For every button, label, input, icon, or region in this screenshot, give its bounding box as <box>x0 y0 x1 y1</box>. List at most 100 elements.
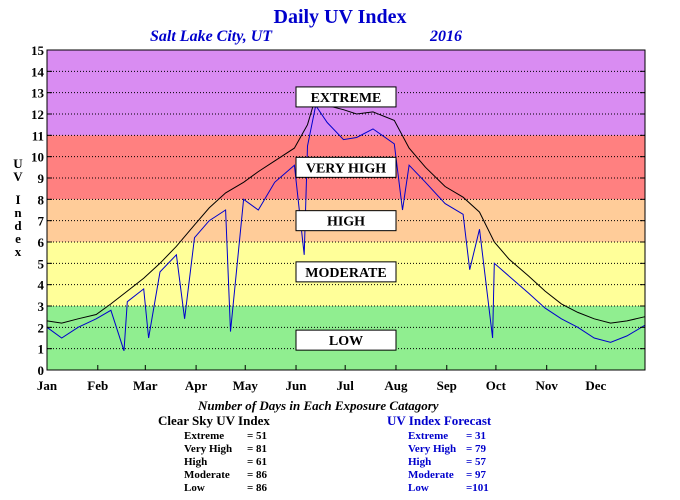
chart-subtitle-year: 2016 <box>429 28 462 45</box>
uv-series <box>46 96 646 351</box>
forecast-row: High <box>408 456 431 468</box>
clear-sky-row: Low <box>184 482 205 494</box>
y-tick-label: 8 <box>38 192 45 207</box>
band-label-text: VERY HIGH <box>306 161 386 176</box>
plot-frame <box>46 49 646 371</box>
forecast-value: =101 <box>466 482 489 494</box>
clear-sky-value: = 61 <box>247 456 267 468</box>
forecast-row: Very High <box>408 443 456 455</box>
x-tick-label: Feb <box>87 378 108 393</box>
band-labels: EXTREME VERY HIGH HIGH MODERATE LOW <box>295 86 397 351</box>
band-label: LOW <box>295 329 397 351</box>
x-tick-label: Jan <box>37 378 58 393</box>
band-label-text: EXTREME <box>311 91 382 106</box>
y-tick-label: 3 <box>38 299 45 314</box>
y-label-char: V <box>13 169 23 184</box>
x-tick-label: Sep <box>437 378 457 393</box>
band-label: VERY HIGH <box>295 156 397 178</box>
forecast-value: = 97 <box>466 469 486 481</box>
clear-sky-title: Clear Sky UV Index <box>158 413 270 428</box>
forecast-value: = 57 <box>466 456 486 468</box>
stat-value: = 86 <box>247 469 268 481</box>
y-tick-label: 6 <box>38 235 45 250</box>
x-tick-label: Nov <box>536 378 559 393</box>
band-label: HIGH <box>295 210 397 232</box>
y-tick-label: 14 <box>31 64 45 79</box>
stat-label: High <box>184 456 208 468</box>
chart-subtitle-location: Salt Lake City, UT <box>150 28 273 45</box>
stat-label: Very High <box>408 443 457 455</box>
y-label-char: I <box>15 192 20 207</box>
y-tick-label: 1 <box>38 342 45 357</box>
band-label-text: HIGH <box>327 215 365 230</box>
stat-label: Moderate <box>184 469 230 481</box>
forecast-line <box>46 104 646 351</box>
y-label-char: d <box>14 218 22 233</box>
y-tick-label: 5 <box>38 256 45 271</box>
x-tick-label: May <box>233 378 259 393</box>
x-tick-label: Apr <box>185 378 208 393</box>
y-tick-label: 7 <box>38 214 45 229</box>
forecast-value: = 31 <box>466 430 486 442</box>
y-tick-label: 11 <box>32 128 44 143</box>
y-tick-label: 4 <box>38 278 45 293</box>
stat-value: =101 <box>466 482 489 494</box>
y-tick-label: 13 <box>31 86 45 101</box>
stat-value: = 31 <box>466 430 487 442</box>
clear-sky-row: Very High <box>184 443 232 455</box>
uv-chart: Daily UV Index Salt Lake City, UT 2016 E… <box>13 6 646 393</box>
stat-label: Low <box>408 482 429 494</box>
stat-value: = 61 <box>247 456 268 468</box>
x-tick-label: Mar <box>133 378 158 393</box>
x-axis-ticks: Jan Feb Mar Apr May Jun Jul Aug Sep Oct Nov Dec <box>37 365 607 393</box>
band-label: EXTREME <box>295 86 397 108</box>
y-label-char: U <box>13 156 23 171</box>
x-tick-label: Jul <box>337 378 355 393</box>
band-label-box <box>295 156 397 178</box>
band-label-box <box>295 329 397 351</box>
forecast-value: = 79 <box>466 443 486 455</box>
y-tick-label: 12 <box>31 107 44 122</box>
stat-value: = 57 <box>466 456 487 468</box>
stat-label: Very High <box>184 443 233 455</box>
stat-label: High <box>408 456 432 468</box>
y-tick-label: 2 <box>38 320 45 335</box>
clear-sky-value: = 86 <box>247 469 267 481</box>
band-label-text: MODERATE <box>305 266 386 281</box>
y-tick-label: 10 <box>31 150 44 165</box>
forecast-row: Extreme <box>408 430 448 442</box>
x-tick-label: Jun <box>286 378 308 393</box>
band-label-text: LOW <box>329 334 363 349</box>
clear-sky-value: = 51 <box>247 430 267 442</box>
clear-sky-line <box>46 96 646 324</box>
clear-sky-row: Moderate <box>184 469 230 481</box>
band-label-box <box>295 210 397 232</box>
band-label: MODERATE <box>295 261 397 283</box>
chart-title: Daily UV Index <box>274 6 407 28</box>
y-tick-label: 15 <box>31 43 45 58</box>
y-label-char: e <box>15 231 21 246</box>
stat-value: = 86 <box>247 482 268 494</box>
forecast-row: Low <box>408 482 429 494</box>
stat-value: = 79 <box>466 443 487 455</box>
y-tick-label: 0 <box>38 363 45 378</box>
forecast-title: UV Index Forecast <box>387 413 492 428</box>
stat-value: = 97 <box>466 469 487 481</box>
forecast-row: Moderate <box>408 469 454 481</box>
stat-value: = 81 <box>247 443 268 455</box>
clear-sky-value: = 86 <box>247 482 267 494</box>
stat-label: Extreme <box>184 430 225 442</box>
x-tick-label: Aug <box>384 378 408 393</box>
clear-sky-value: = 81 <box>247 443 267 455</box>
band-label-box <box>295 86 397 108</box>
stat-label: Low <box>184 482 205 494</box>
stat-value: = 51 <box>247 430 268 442</box>
clear-sky-row: Extreme <box>184 430 224 442</box>
y-tick-label: 9 <box>38 171 45 186</box>
band-label-box <box>295 261 397 283</box>
clear-sky-row: High <box>184 456 207 468</box>
y-label-char: n <box>14 205 22 220</box>
stats-caption: Number of Days in Each Exposure Catagory <box>198 398 439 413</box>
